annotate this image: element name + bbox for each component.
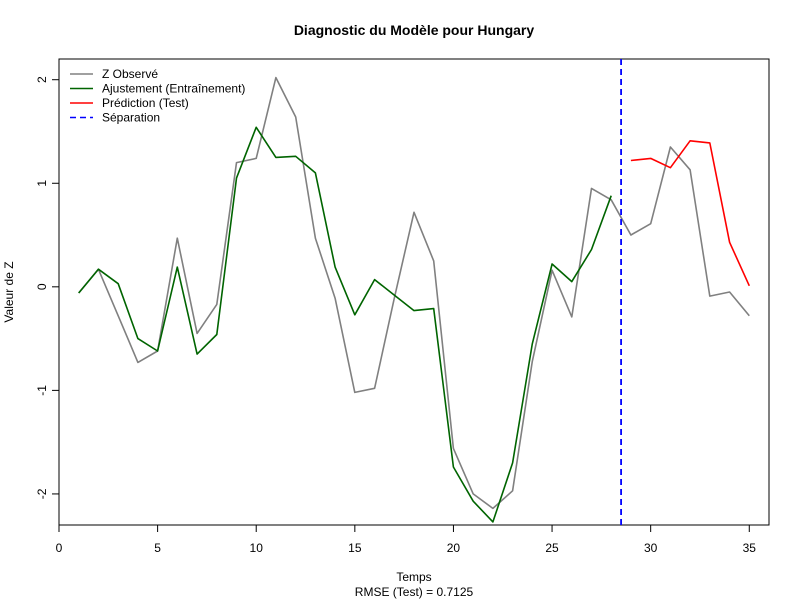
x-axis: 0 5 10 15 20 25 30 35 [56, 524, 757, 555]
x-tick-label: 20 [447, 541, 461, 555]
x-tick-label: 25 [545, 541, 559, 555]
x-tick-label: 15 [348, 541, 362, 555]
x-tick-label: 5 [154, 541, 161, 555]
legend-label: Séparation [102, 111, 160, 125]
x-tick-label: 35 [743, 541, 757, 555]
y-tick-label: -2 [35, 488, 49, 499]
y-tick-label: -1 [35, 385, 49, 396]
x-tick-label: 0 [56, 541, 63, 555]
y-tick-label: 1 [35, 180, 49, 187]
legend-label: Ajustement (Entraînement) [102, 82, 245, 96]
y-axis: -2 -1 0 1 2 [35, 76, 60, 499]
legend-label: Z Observé [102, 67, 158, 81]
x-axis-subtitle: RMSE (Test) = 0.7125 [355, 585, 474, 599]
series-line-prediction-test [630, 140, 751, 287]
series-layer [78, 59, 751, 525]
series-line-z-observe [78, 76, 750, 510]
series-line-ajustement-entrainement [78, 126, 612, 523]
y-axis-label: Valeur de Z [2, 261, 16, 322]
chart-title: Diagnostic du Modèle pour Hungary [294, 22, 535, 38]
y-tick-label: 0 [35, 283, 49, 290]
x-tick-label: 30 [644, 541, 658, 555]
x-tick-label: 10 [250, 541, 264, 555]
y-tick-label: 2 [35, 76, 49, 83]
x-axis-label: Temps [396, 570, 431, 584]
legend-label: Prédiction (Test) [102, 96, 189, 110]
